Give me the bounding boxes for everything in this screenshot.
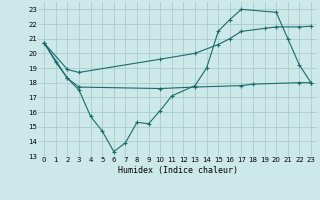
X-axis label: Humidex (Indice chaleur): Humidex (Indice chaleur) [118, 166, 238, 175]
